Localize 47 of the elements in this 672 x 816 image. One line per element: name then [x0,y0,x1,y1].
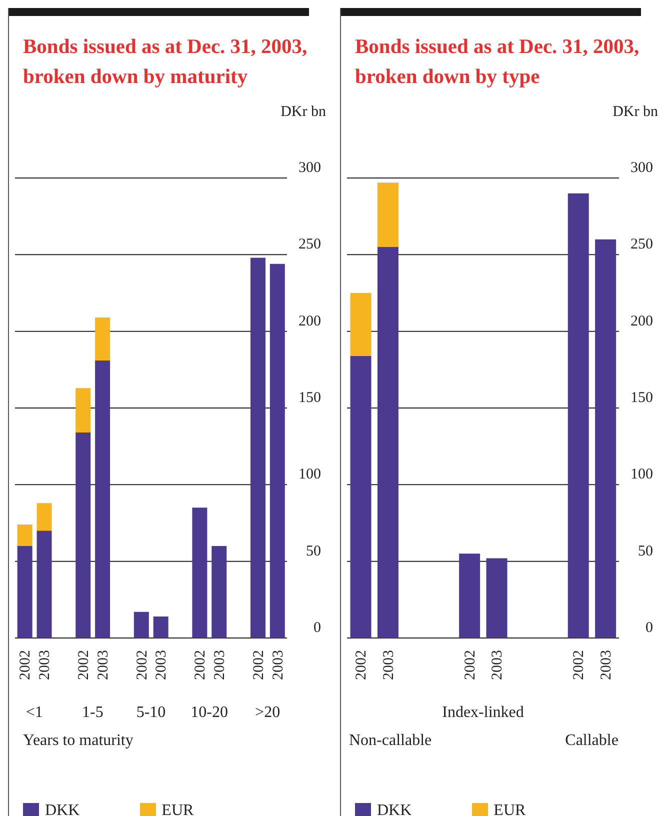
legend-label: EUR [494,802,526,816]
y-axis-title: DKr bn [280,104,326,121]
text: Callable [565,732,618,750]
text: >20 [255,704,280,722]
x-tick-label: 2003 [598,650,614,680]
text: 1-5 [82,704,104,722]
y-tick-label: 100 [298,466,321,483]
y-tick-label: 300 [630,160,653,176]
legend-label: DKK [45,802,80,816]
y-tick-label: 200 [298,313,321,330]
x-axis-title: Years to maturity [23,732,134,750]
x-tick-label: 2002 [462,650,478,680]
y-tick-label: 250 [298,236,321,253]
y-tick-label: 150 [630,390,653,406]
y-tick-label: 50 [306,543,321,560]
legend-label: EUR [162,802,194,816]
x-tick-label: 2002 [571,650,588,680]
x-tick-label: 2003 [490,650,506,680]
x-tick-label: 2003 [212,650,228,680]
y-tick-label: 300 [298,160,321,176]
text: Non-callable [349,732,432,750]
y-tick-label: 100 [630,466,653,483]
x-tick-label: 2003 [37,650,54,680]
text: 10-20 [190,704,228,722]
y-tick-label: 250 [630,236,653,253]
x-tick-label: 2002 [354,650,370,680]
y-tick-label: 150 [298,390,321,406]
text: Index-linked [442,704,524,722]
y-axis-title: DKr bn [612,104,658,121]
x-tick-label: 2002 [134,650,150,680]
x-tick-label: 2003 [95,650,112,680]
y-tick-label: 0 [646,620,653,636]
x-tick-label: 2002 [250,650,267,680]
x-tick-label: 2003 [154,650,170,680]
text: 5-10 [136,704,166,722]
x-tick-label: 2003 [270,650,286,680]
x-tick-label: 2003 [380,650,397,680]
x-tick-label: 2002 [192,650,209,680]
chart-title: Bonds issued as at Dec. 31, 2003, broken down by type [355,35,640,90]
x-tick-label: 2002 [76,650,92,680]
text: <1 [26,704,43,722]
y-tick-label: 50 [638,543,653,560]
legend-label: DKK [377,802,412,816]
x-tick-label: 2002 [18,650,34,680]
y-tick-label: 0 [314,620,321,636]
chart-title: Bonds issued as at Dec. 31, 2003, broken down by maturity [23,35,308,90]
y-tick-label: 200 [630,313,653,330]
